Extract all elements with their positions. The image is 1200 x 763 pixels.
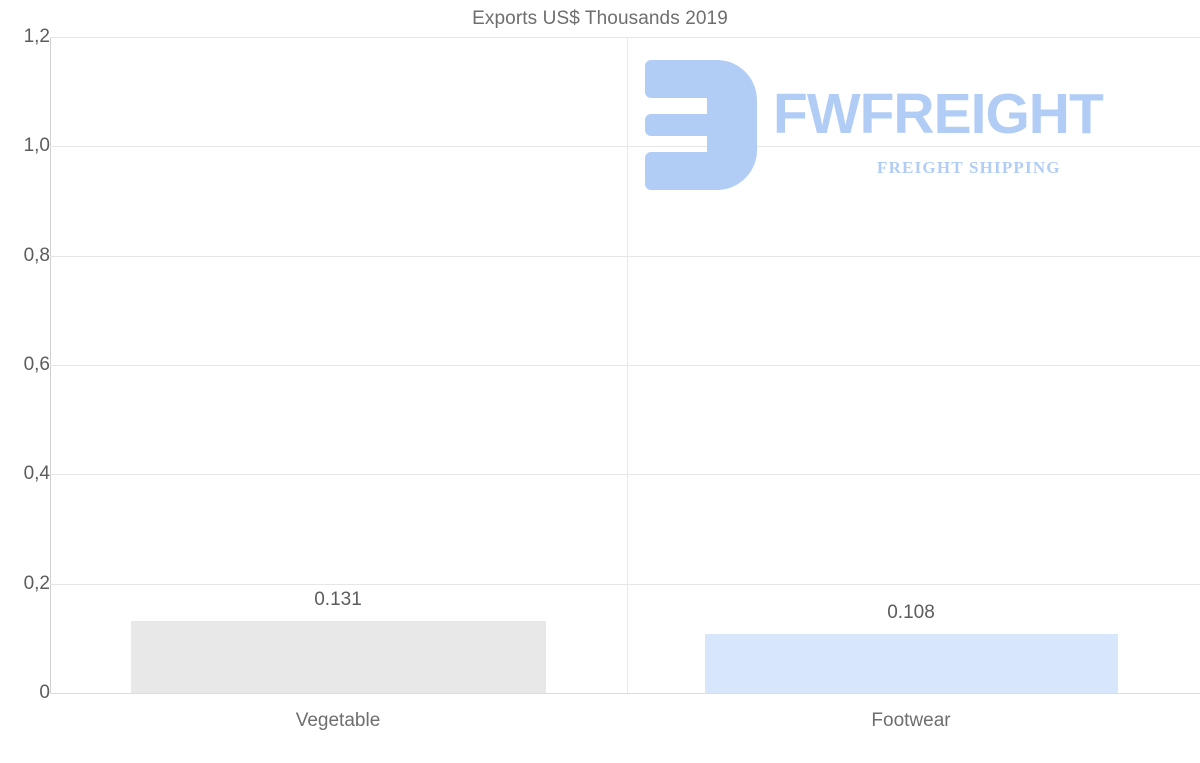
gridline-0-4: [50, 474, 1200, 475]
y-tick-label: 1,2: [23, 26, 50, 47]
bar-value-label-footwear: 0.108: [887, 602, 935, 623]
gridline-1-0: [50, 146, 1200, 147]
y-tick-label: 0,6: [23, 354, 50, 375]
gridline-0-8: [50, 256, 1200, 257]
y-tick-label: 0,2: [23, 573, 50, 594]
gridline-0-2: [50, 584, 1200, 585]
gridline-baseline-0: [50, 693, 1200, 694]
y-axis-tick-labels: 1,2 1,0 0,8 0,6 0,4 0,2 0: [0, 0, 50, 763]
category-divider-gridline: [627, 37, 628, 693]
gridline-1-2: [50, 37, 1200, 38]
y-tick-label: 0,4: [23, 463, 50, 484]
x-tick-label-vegetable: Vegetable: [295, 710, 381, 731]
chart-title: Exports US$ Thousands 2019: [472, 8, 728, 29]
plot-area: 0.131 0.108: [50, 37, 1200, 694]
y-tick-label: 1,0: [23, 135, 50, 156]
y-tick-label: 0,8: [23, 245, 50, 266]
gridline-0-6: [50, 365, 1200, 366]
bar-value-label-vegetable: 0.131: [314, 589, 362, 610]
bar-vegetable[interactable]: [131, 621, 546, 693]
bar-footwear[interactable]: [705, 634, 1118, 693]
x-tick-label-footwear: Footwear: [871, 710, 951, 731]
y-tick-label: 0: [39, 682, 50, 703]
